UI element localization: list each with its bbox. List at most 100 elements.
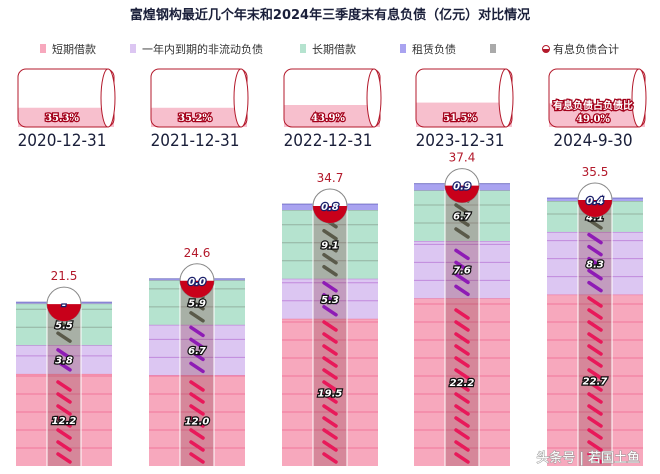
spring-mark xyxy=(189,299,205,311)
total-value-label: 35.5 xyxy=(582,165,609,179)
total-value-label: 34.7 xyxy=(317,171,344,185)
legend-label: 长期借款 xyxy=(312,42,356,56)
spring-mark xyxy=(454,308,470,320)
segment-value-label: 22.2 xyxy=(450,378,475,389)
spring-mark xyxy=(322,344,338,356)
spring-mark xyxy=(56,331,72,343)
cylinder-end xyxy=(631,68,647,128)
category-label: 2022-12-31 xyxy=(284,131,373,151)
spring-mark xyxy=(454,248,470,261)
spring-mark xyxy=(587,218,603,230)
lease-value-label: 0.9 xyxy=(453,182,471,193)
lease-value-label: - xyxy=(62,300,66,311)
total-marker-fill xyxy=(313,206,347,224)
ratio-fill xyxy=(151,107,247,127)
category-label: 2020-12-31 xyxy=(18,131,107,151)
spring-mark xyxy=(189,380,205,392)
bar-group: 22.2 7.6 6.7 0.9 37.4 xyxy=(414,151,510,466)
spring-mark xyxy=(587,308,603,320)
category-label: 2021-12-31 xyxy=(151,131,240,151)
segment-value-label: 7.6 xyxy=(453,266,471,277)
ratio-fill xyxy=(416,102,512,127)
spring-mark xyxy=(454,380,470,392)
spring-mark xyxy=(189,349,205,362)
ratio-label: 51.5% xyxy=(443,113,477,124)
ratio-label: 49.0% xyxy=(576,114,610,125)
spring-mark xyxy=(189,311,205,323)
ratio-cylinder: 有息负债占负债比 49.0% xyxy=(548,68,647,128)
ratio-name: 有息负债占负债比 xyxy=(553,99,633,112)
spring-mark xyxy=(454,215,470,227)
spring-mark xyxy=(454,404,470,416)
category-label: 2023-12-31 xyxy=(416,131,505,151)
spring-mark xyxy=(322,265,338,277)
legend: 短期借款 一年内到期的非流动负债 长期借款 租赁负债 有息负债合计 xyxy=(40,42,619,56)
segment-value-label: 19.5 xyxy=(318,388,343,399)
ratio-label: 35.3% xyxy=(45,113,79,124)
segment-value-label: 6.7 xyxy=(453,212,471,223)
spring-mark xyxy=(189,440,205,452)
legend-swatch xyxy=(130,44,136,53)
spring-mark xyxy=(587,232,603,245)
total-value-label: 37.4 xyxy=(449,151,476,165)
spring-mark xyxy=(322,320,338,332)
segment-value-label: 5.9 xyxy=(188,299,206,310)
ratio-label: 43.9% xyxy=(311,113,345,124)
segment-value-label: 12.2 xyxy=(52,416,77,427)
spring-mark xyxy=(587,268,603,281)
spring-mark xyxy=(587,380,603,392)
chart-title: 富煌钢构最近几个年末和2024年三季度末有息负债（亿元）对比情况 xyxy=(130,7,530,23)
cylinder-end xyxy=(233,68,249,128)
total-marker-fill xyxy=(445,185,479,203)
spring-mark xyxy=(322,229,338,241)
total-value-label: 24.6 xyxy=(184,246,211,260)
spring-mark xyxy=(454,416,470,428)
legend-label: 短期借款 xyxy=(52,42,96,56)
spring-mark xyxy=(587,368,603,380)
spring-mark xyxy=(587,280,603,293)
ratio-fill xyxy=(549,103,645,127)
spring-mark xyxy=(454,344,470,356)
lease-value-label: 0.4 xyxy=(586,196,604,207)
bar-group: 19.5 5.3 9.1 0.8 34.7 xyxy=(282,171,378,466)
ratio-cylinders: 35.3% 2020-12-31 35.2% 2021-12-31 43.9% 2022-… xyxy=(17,68,647,151)
spring-mark xyxy=(56,392,72,404)
legend-swatch xyxy=(490,44,496,53)
total-value-label: 21.5 xyxy=(51,269,78,283)
spring-mark xyxy=(189,325,205,338)
spring-mark xyxy=(56,428,72,440)
legend-label: 有息负债合计 xyxy=(553,42,619,56)
segment-value-label: 12.0 xyxy=(185,417,210,428)
spring-mark xyxy=(454,452,470,464)
spring-mark xyxy=(322,452,338,464)
spring-mark xyxy=(587,344,603,356)
cylinder-end xyxy=(100,68,116,128)
lease-value-label: 0.0 xyxy=(188,277,206,288)
legend-label: 租赁负债 xyxy=(412,42,456,56)
spring-mark xyxy=(454,332,470,344)
spring-mark xyxy=(587,320,603,332)
total-marker-fill xyxy=(578,199,612,217)
bar-group: 12.2 3.8 5.5 - 21.5 xyxy=(16,269,112,466)
spring-mark xyxy=(189,404,205,416)
ratio-cylinder: 35.2% xyxy=(150,68,249,128)
spring-mark xyxy=(322,241,338,253)
category-label: 2024-9-30 xyxy=(553,131,632,151)
ratio-cylinder: 51.5% xyxy=(415,68,514,128)
spring-mark xyxy=(322,380,338,392)
spring-mark xyxy=(189,392,205,404)
bar-group: 22.78.34.10.435.5 xyxy=(547,165,643,466)
spring-mark xyxy=(322,428,338,440)
legend-total-marker-fill xyxy=(542,49,550,53)
spring-mark xyxy=(322,440,338,452)
spring-mark xyxy=(56,440,72,452)
spring-mark xyxy=(587,392,603,404)
watermark: 头条号 | 若国土鱼 xyxy=(536,450,640,466)
spring-mark xyxy=(454,440,470,452)
spring-mark xyxy=(56,360,72,372)
spring-mark xyxy=(56,416,72,428)
bar-group: 12.0 6.7 5.9 0.0 24.6 xyxy=(149,246,245,466)
spring-mark xyxy=(189,361,205,374)
total-marker-fill xyxy=(47,304,81,322)
